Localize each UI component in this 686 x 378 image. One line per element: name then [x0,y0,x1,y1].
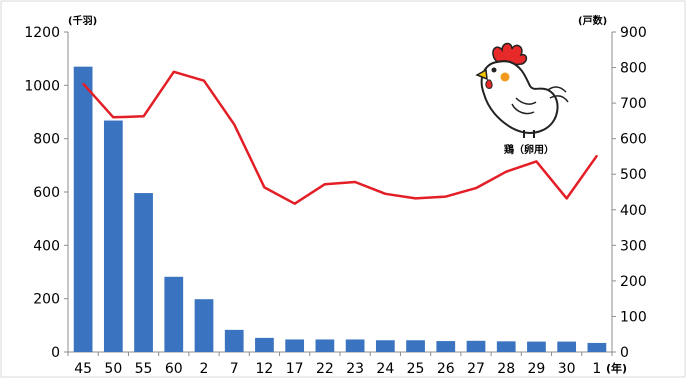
x-tick-label: 25 [407,361,425,377]
line-point [596,154,598,157]
bar [527,341,546,352]
bar [194,299,214,352]
x-tick-label: 1 [592,361,601,377]
bar [255,337,274,352]
left-tick-label: 200 [33,292,60,308]
line-point [263,186,266,189]
left-tick-label: 600 [33,185,60,201]
right-tick-label: 700 [620,96,647,112]
x-tick-label: 12 [256,361,274,377]
x-tick-label: 27 [467,361,485,377]
bar [315,339,335,352]
x-tick-label: 30 [558,361,576,377]
left-tick-label: 1000 [24,78,60,94]
right-tick-label: 600 [620,132,647,148]
left-tick-label: 1200 [24,25,60,41]
x-tick-label: 29 [528,361,546,377]
line-point [354,181,356,183]
axes-layer: 0 200 400 600 800 1000 1200 0 100 200 300 400 500 600… [24,25,646,377]
chicken-caption: 鶏（卵用） [504,143,554,156]
right-tick-label: 800 [620,61,647,77]
x-tick-label: 50 [104,361,122,377]
left-tick-label: 800 [33,132,60,148]
x-tick-label: 26 [437,361,455,377]
line-layer [82,70,598,205]
right-tick-label: 900 [620,25,647,41]
line-point [475,187,477,189]
line-point [112,116,115,119]
line-point [414,197,417,200]
right-tick-label: 200 [620,274,647,290]
line-series [82,70,598,205]
x-tick-label: 45 [74,361,92,377]
x-tick-label: 17 [286,361,304,377]
x-axis-unit: (年) [606,361,627,375]
x-tick-label: 2 [200,361,209,377]
right-tick-label: 100 [620,309,647,325]
line-point [233,123,236,126]
right-tick-label: 500 [620,167,647,183]
left-tick-label: 0 [51,345,60,361]
bar [406,340,425,352]
line-point [565,197,568,200]
bar [224,329,244,352]
x-tick-label: 7 [230,361,239,377]
line-point [535,160,538,163]
x-tick-label: 28 [497,361,515,377]
right-axis-unit: (戸数) [578,14,607,27]
line-point [324,183,326,185]
bar [103,120,123,353]
line-point [505,170,508,173]
bar [436,341,456,352]
line-point [82,82,84,85]
x-tick-label: 22 [316,361,334,377]
x-tick-label: 23 [346,361,364,377]
bars-layer [73,66,607,353]
line-point [203,79,205,82]
x-tick-label: 60 [165,361,183,377]
line-point [384,192,387,195]
bar [496,341,516,352]
bar [375,340,395,352]
line-point [172,71,175,73]
x-tick-label: 24 [376,361,394,377]
bar [164,276,184,352]
right-tick-label: 400 [620,203,647,219]
left-tick-label: 400 [33,238,60,254]
line-point [293,202,296,205]
right-tick-label: 300 [620,238,647,254]
bar [587,342,607,352]
bar [557,341,577,352]
left-axis-unit: (千羽) [68,14,97,27]
line-point [444,195,447,198]
bar [285,339,305,352]
chicken-icon [475,42,569,138]
bar [73,66,93,353]
bar [345,339,365,352]
bar [134,193,153,352]
right-tick-label: 0 [620,345,629,361]
x-tick-label: 55 [135,361,153,377]
line-point [142,115,145,118]
bar [466,340,486,352]
